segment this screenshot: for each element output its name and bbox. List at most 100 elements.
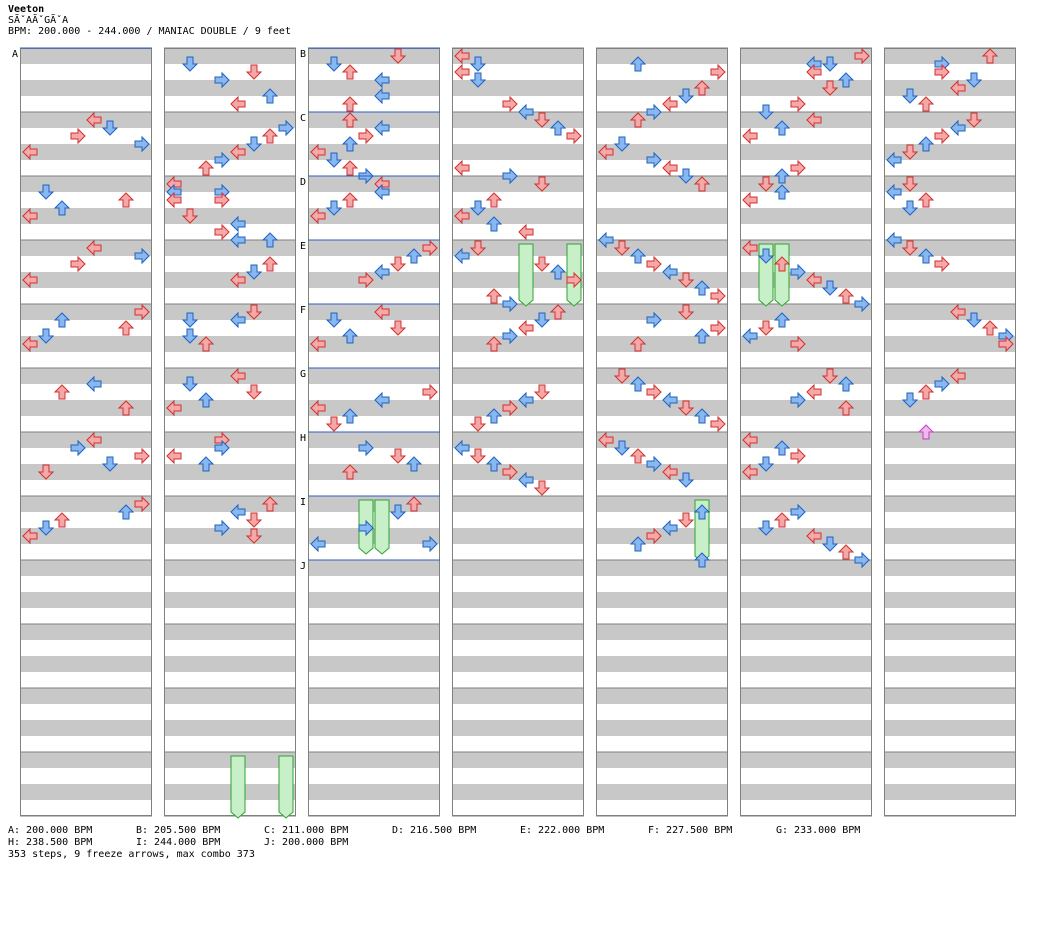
beat-band — [164, 96, 296, 112]
step-arrow — [261, 256, 279, 272]
beat-band — [20, 608, 152, 624]
step-arrow — [245, 512, 263, 528]
step-arrow — [773, 120, 791, 136]
step-arrow — [806, 111, 822, 129]
beat-band — [884, 672, 1016, 688]
beat-band — [308, 544, 440, 560]
bpm-label-f: F: 227.500 BPM — [648, 825, 733, 836]
step-arrow — [214, 519, 230, 537]
beat-band — [884, 640, 1016, 656]
beat-band — [308, 496, 440, 512]
beat-band — [596, 704, 728, 720]
beat-band — [740, 416, 872, 432]
freeze-arrow — [374, 499, 390, 555]
beat-band — [20, 512, 152, 528]
beat-band — [308, 752, 440, 768]
chart-info: BPM: 200.000 - 244.000 / MANIAC DOUBLE /… — [8, 26, 291, 37]
bpm-label-i: I: 244.000 BPM — [136, 837, 221, 848]
beat-band — [884, 448, 1016, 464]
step-arrow — [454, 47, 470, 65]
step-arrow — [389, 504, 407, 520]
beat-band — [884, 768, 1016, 784]
beat-band — [740, 704, 872, 720]
step-arrow — [53, 200, 71, 216]
beat-band — [20, 688, 152, 704]
beat-band — [596, 608, 728, 624]
beat-band — [740, 352, 872, 368]
beat-band — [452, 720, 584, 736]
beat-band — [452, 128, 584, 144]
step-arrow — [821, 368, 839, 384]
step-arrow — [613, 240, 631, 256]
beat-band — [20, 752, 152, 768]
beat-band — [740, 112, 872, 128]
step-arrow — [166, 399, 182, 417]
beat-band — [308, 336, 440, 352]
beat-band — [308, 464, 440, 480]
step-arrow — [533, 112, 551, 128]
beat-band — [452, 640, 584, 656]
step-arrow — [629, 248, 647, 264]
beat-band — [308, 80, 440, 96]
step-arrow — [742, 127, 758, 145]
beat-band — [20, 592, 152, 608]
beat-band — [164, 576, 296, 592]
step-arrow — [806, 271, 822, 289]
beat-band — [740, 192, 872, 208]
step-arrow — [757, 176, 775, 192]
beat-band — [308, 592, 440, 608]
beat-band — [596, 768, 728, 784]
bpm-label-h: H: 238.500 BPM — [8, 837, 93, 848]
beat-band — [20, 112, 152, 128]
step-arrow — [950, 303, 966, 321]
step-arrow — [485, 216, 503, 232]
step-arrow — [757, 104, 775, 120]
beat-band — [884, 576, 1016, 592]
beat-band — [884, 128, 1016, 144]
beat-band — [20, 768, 152, 784]
beat-band — [740, 448, 872, 464]
beat-band — [884, 784, 1016, 800]
beat-band — [884, 272, 1016, 288]
beat-band — [452, 752, 584, 768]
step-arrow — [245, 528, 263, 544]
step-arrow — [101, 456, 119, 472]
beat-band — [884, 352, 1016, 368]
step-arrow — [278, 119, 294, 137]
step-arrow — [37, 328, 55, 344]
step-arrow — [245, 384, 263, 400]
beat-band — [452, 592, 584, 608]
step-arrow — [86, 111, 102, 129]
beat-band — [452, 176, 584, 192]
beat-band — [740, 496, 872, 512]
step-arrow — [181, 328, 199, 344]
beat-band — [740, 800, 872, 816]
beat-band — [884, 160, 1016, 176]
beat-band — [308, 480, 440, 496]
step-arrow — [901, 144, 919, 160]
beat-band — [452, 528, 584, 544]
beat-band — [596, 352, 728, 368]
step-arrow — [693, 176, 711, 192]
step-arrow — [646, 455, 662, 473]
step-arrow — [742, 327, 758, 345]
beat-band — [596, 224, 728, 240]
beat-band — [452, 208, 584, 224]
beat-band — [740, 96, 872, 112]
step-arrow — [117, 192, 135, 208]
step-arrow — [422, 535, 438, 553]
beat-band — [884, 64, 1016, 80]
bpm-section-label: F — [300, 305, 306, 316]
step-arrow — [757, 520, 775, 536]
beat-band — [596, 656, 728, 672]
beat-band — [740, 384, 872, 400]
step-arrow — [374, 71, 390, 89]
step-arrow — [950, 79, 966, 97]
step-arrow — [693, 552, 711, 568]
beat-band — [164, 752, 296, 768]
step-arrow — [533, 480, 551, 496]
step-arrow — [518, 319, 534, 337]
step-arrow — [341, 408, 359, 424]
beat-band — [164, 352, 296, 368]
step-arrow — [485, 192, 503, 208]
